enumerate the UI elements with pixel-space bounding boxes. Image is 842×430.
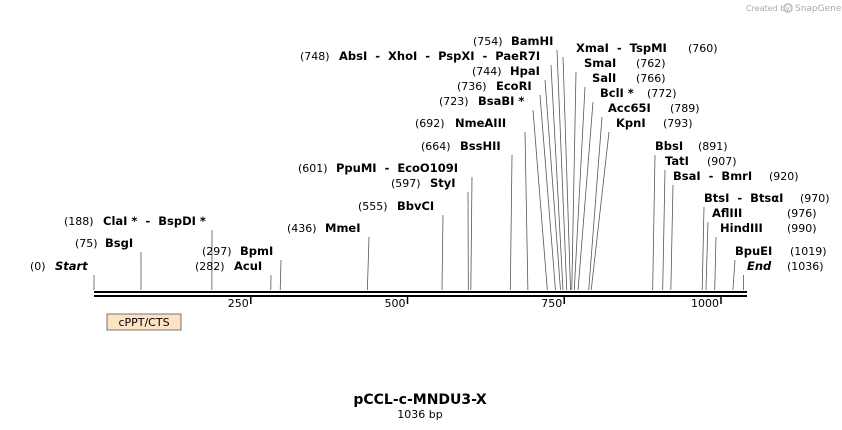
- site-position: (436): [287, 222, 317, 235]
- site-leader: [544, 79, 561, 291]
- title: pCCL-c-MNDU3-X: [353, 392, 486, 408]
- site-position: (789): [670, 102, 700, 115]
- site-leader: [556, 49, 568, 291]
- ruler-label: 750: [541, 297, 562, 310]
- site-leader: [588, 116, 603, 291]
- site-name: BpmI: [240, 244, 273, 258]
- site-position: (907): [707, 155, 737, 168]
- site-name: PpuMI - EcoO109I: [336, 161, 458, 175]
- site-leader: [470, 176, 473, 291]
- site-name: KpnI: [616, 116, 646, 130]
- site-position: (1019): [790, 245, 827, 258]
- length: 1036 bp: [397, 408, 442, 421]
- site-name: AbsI - XhoI - PspXI - PaeR7I: [339, 49, 540, 63]
- site-position: (772): [647, 87, 677, 100]
- site-name: SmaI: [584, 56, 616, 70]
- site-name: BclI *: [600, 86, 634, 100]
- site-name: BsaBI *: [478, 94, 524, 108]
- site-name: AflIII: [712, 206, 742, 220]
- ruler-label: 250: [228, 297, 249, 310]
- site-leader: [509, 154, 513, 291]
- site-name: SalI: [592, 71, 616, 85]
- site-leader: [652, 154, 656, 291]
- end-position: (1036): [787, 260, 824, 273]
- site-position: (766): [636, 72, 666, 85]
- end-name: End: [747, 259, 772, 273]
- site-position: (760): [688, 42, 718, 55]
- site-position: (297): [202, 245, 232, 258]
- site-name: EcoRI: [496, 79, 532, 93]
- site-position: (970): [800, 192, 830, 205]
- site-position: (736): [457, 80, 487, 93]
- site-position: (664): [421, 140, 451, 153]
- site-position: (891): [698, 140, 728, 153]
- site-name: BbsI: [655, 139, 683, 153]
- site-name: AcuI: [234, 259, 262, 273]
- site-name: HpaI: [510, 64, 540, 78]
- site-leader: [562, 56, 571, 291]
- site-leader: [441, 214, 444, 291]
- site-position: (748): [300, 50, 330, 63]
- site-leader: [662, 169, 666, 291]
- site-position: (793): [663, 117, 693, 130]
- site-name: TatI: [665, 154, 689, 168]
- site-position: (744): [472, 65, 502, 78]
- site-position: (188): [64, 215, 94, 228]
- site-name: BamHI: [511, 34, 553, 48]
- site-name: BtsI - BtsαI: [704, 191, 783, 205]
- end-position: (0): [30, 260, 46, 273]
- site-leader: [714, 236, 717, 291]
- ruler-label: 1000: [691, 297, 719, 310]
- site-name: ClaI * - BspDI *: [103, 214, 206, 228]
- site-leader: [524, 131, 529, 291]
- site-leader: [705, 221, 709, 291]
- site-position: (762): [636, 57, 666, 70]
- site-name: BpuEI: [735, 244, 772, 258]
- site-name: BbvCI: [397, 199, 434, 213]
- ruler-label: 500: [385, 297, 406, 310]
- end-name: Start: [55, 259, 88, 273]
- site-leader: [732, 259, 736, 291]
- site-name: BsaI - BmrI: [673, 169, 752, 183]
- watermark-brand: SnapGene: [795, 4, 842, 14]
- site-position: (75): [75, 237, 98, 250]
- site-leader: [366, 236, 370, 291]
- site-position: (990): [787, 222, 817, 235]
- site-leader: [701, 206, 705, 291]
- site-leader: [571, 71, 577, 291]
- feature-box: [106, 313, 182, 331]
- site-position: (754): [473, 35, 503, 48]
- site-leader: [577, 101, 594, 291]
- site-leader: [539, 94, 556, 291]
- site-leader: [590, 131, 610, 291]
- site-leader: [279, 259, 282, 291]
- site-leader: [573, 86, 586, 291]
- site-name: XmaI - TspMI: [576, 41, 667, 55]
- site-leader: [670, 184, 674, 291]
- site-name: BssHII: [460, 139, 501, 153]
- site-position: (555): [358, 200, 388, 213]
- site-name: StyI: [430, 176, 456, 190]
- watermark-icon: [783, 3, 793, 13]
- feature-label: cPPT/CTS: [118, 316, 169, 329]
- site-name: Acc65I: [608, 101, 651, 115]
- site-name: BsgI: [105, 236, 133, 250]
- site-position: (597): [391, 177, 421, 190]
- site-name: MmeI: [325, 221, 361, 235]
- site-position: (920): [769, 170, 799, 183]
- site-name: HindIII: [720, 221, 763, 235]
- site-leader: [532, 109, 548, 291]
- site-leader: [550, 64, 564, 291]
- site-position: (976): [787, 207, 817, 220]
- site-name: NmeAIII: [455, 116, 506, 130]
- site-position: (601): [298, 162, 328, 175]
- site-position: (282): [195, 260, 225, 273]
- watermark-prefix: Created by: [746, 4, 790, 13]
- site-position: (692): [415, 117, 445, 130]
- site-position: (723): [439, 95, 469, 108]
